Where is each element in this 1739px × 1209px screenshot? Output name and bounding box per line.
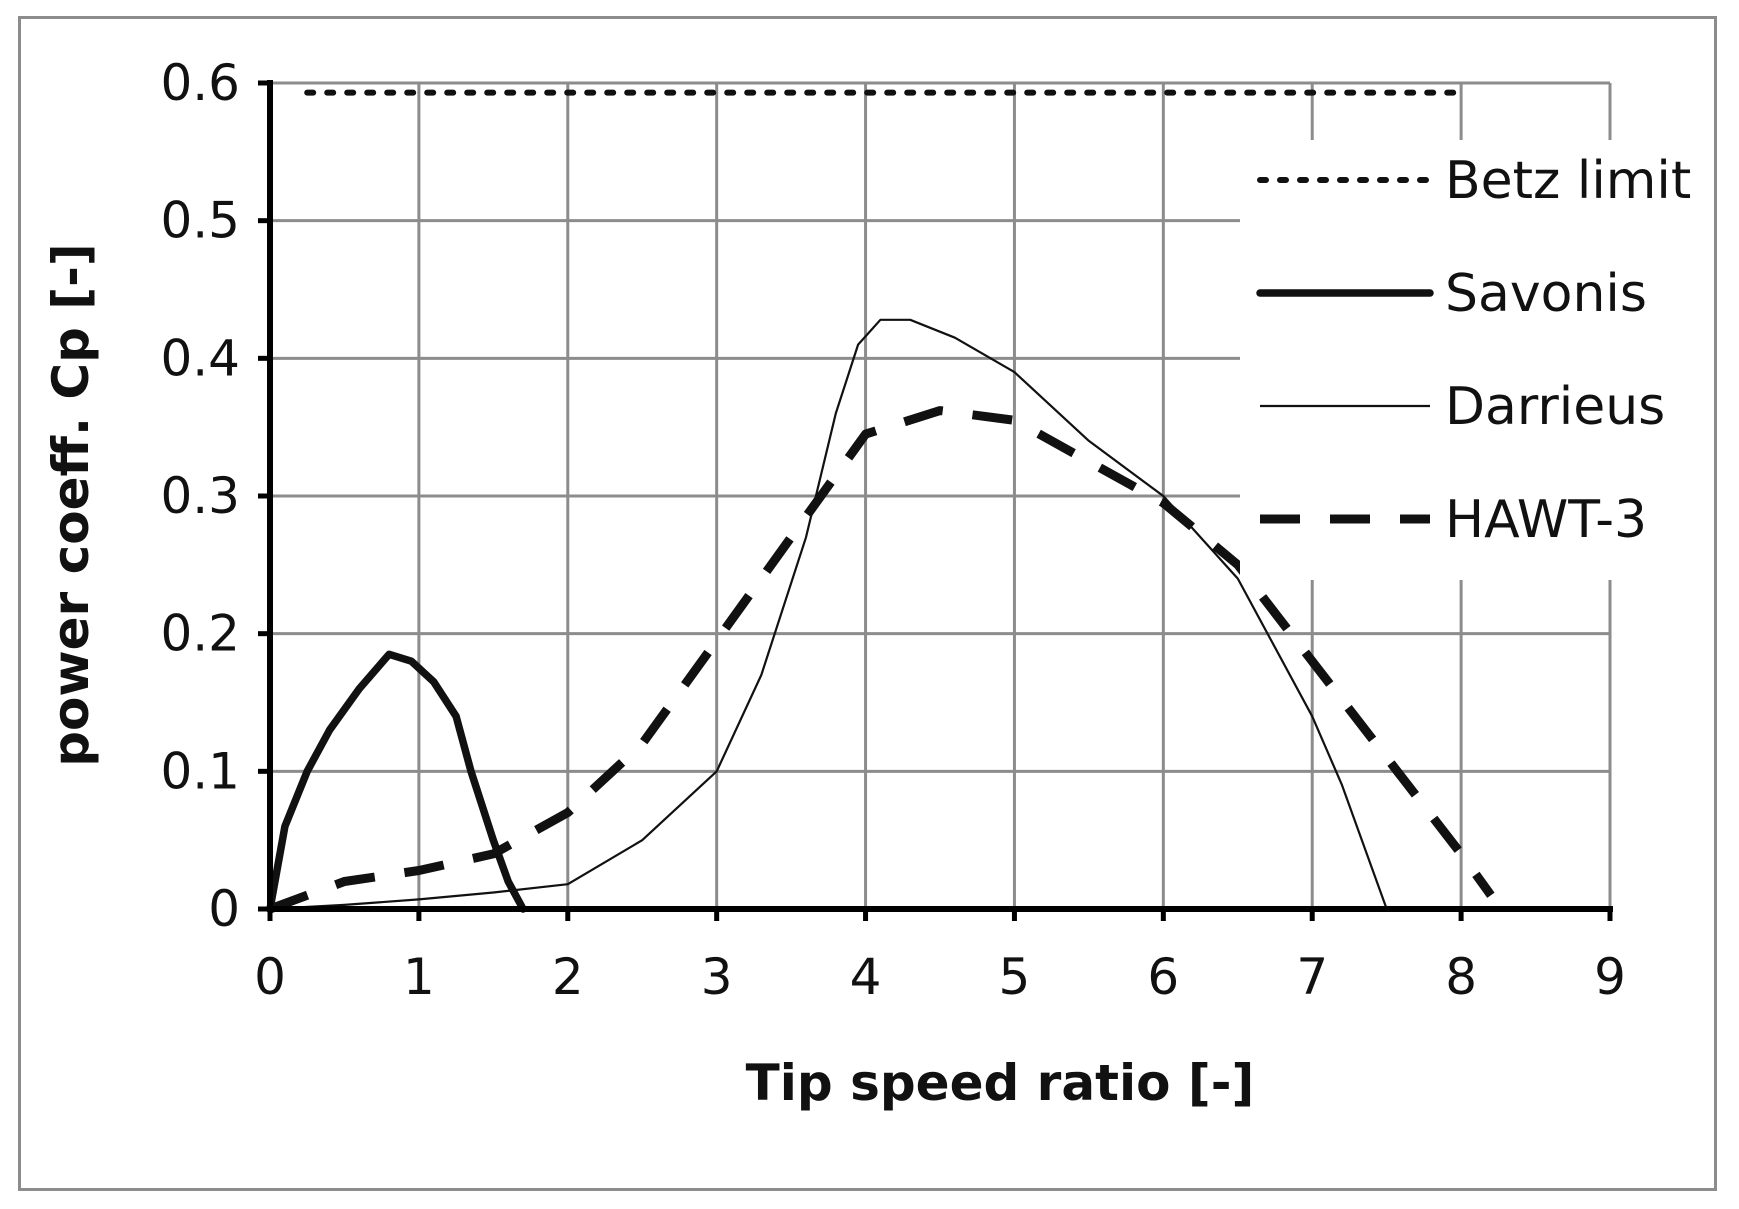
x-tick-label: 0	[254, 948, 286, 1006]
grid-lines	[270, 81, 1612, 909]
y-tick-label: 0.5	[160, 192, 240, 250]
y-axis-title: power coeff. Cp [-]	[42, 243, 100, 766]
y-tick-label: 0.1	[160, 742, 240, 800]
legend-background	[1240, 140, 1710, 580]
x-tick-label: 8	[1445, 948, 1477, 1006]
legend-label-betz-limit: Betz limit	[1445, 151, 1691, 211]
x-tick-label: 2	[552, 948, 584, 1006]
x-tick-label: 1	[403, 948, 435, 1006]
y-tick-label: 0.2	[160, 605, 240, 663]
legend: Betz limit Savonis Darrieus HAWT-3	[1240, 140, 1710, 580]
legend-label-darrieus: Darrieus	[1445, 377, 1665, 437]
legend-label-hawt-3: HAWT-3	[1445, 490, 1647, 550]
tick-labels: 0 1 2 3 4 5 6 7 8 9 0 0.1 0.2 0.3 0.4 0.5 0.6	[160, 54, 1625, 1006]
x-tick-label: 6	[1147, 948, 1179, 1006]
x-tick-label: 5	[999, 948, 1031, 1006]
y-tick-label: 0.4	[160, 329, 240, 387]
series-darrieus-line	[269, 318, 1388, 911]
chart-frame	[18, 16, 1717, 1191]
x-axis-title: Tip speed ratio [-]	[746, 1054, 1255, 1112]
y-tick-label: 0.6	[160, 54, 240, 112]
series-hawt-3-line	[268, 406, 1495, 914]
legend-label-savonis: Savonis	[1445, 264, 1647, 324]
x-tick-label: 9	[1594, 948, 1626, 1006]
x-tick-label: 7	[1296, 948, 1328, 1006]
axes	[258, 80, 1613, 921]
y-tick-label: 0.3	[160, 467, 240, 525]
series-layer	[266, 89, 1495, 914]
y-tick-label: 0	[208, 880, 240, 938]
x-tick-label: 3	[701, 948, 733, 1006]
series-savonis-line	[266, 650, 527, 913]
x-tick-label: 4	[850, 948, 882, 1006]
